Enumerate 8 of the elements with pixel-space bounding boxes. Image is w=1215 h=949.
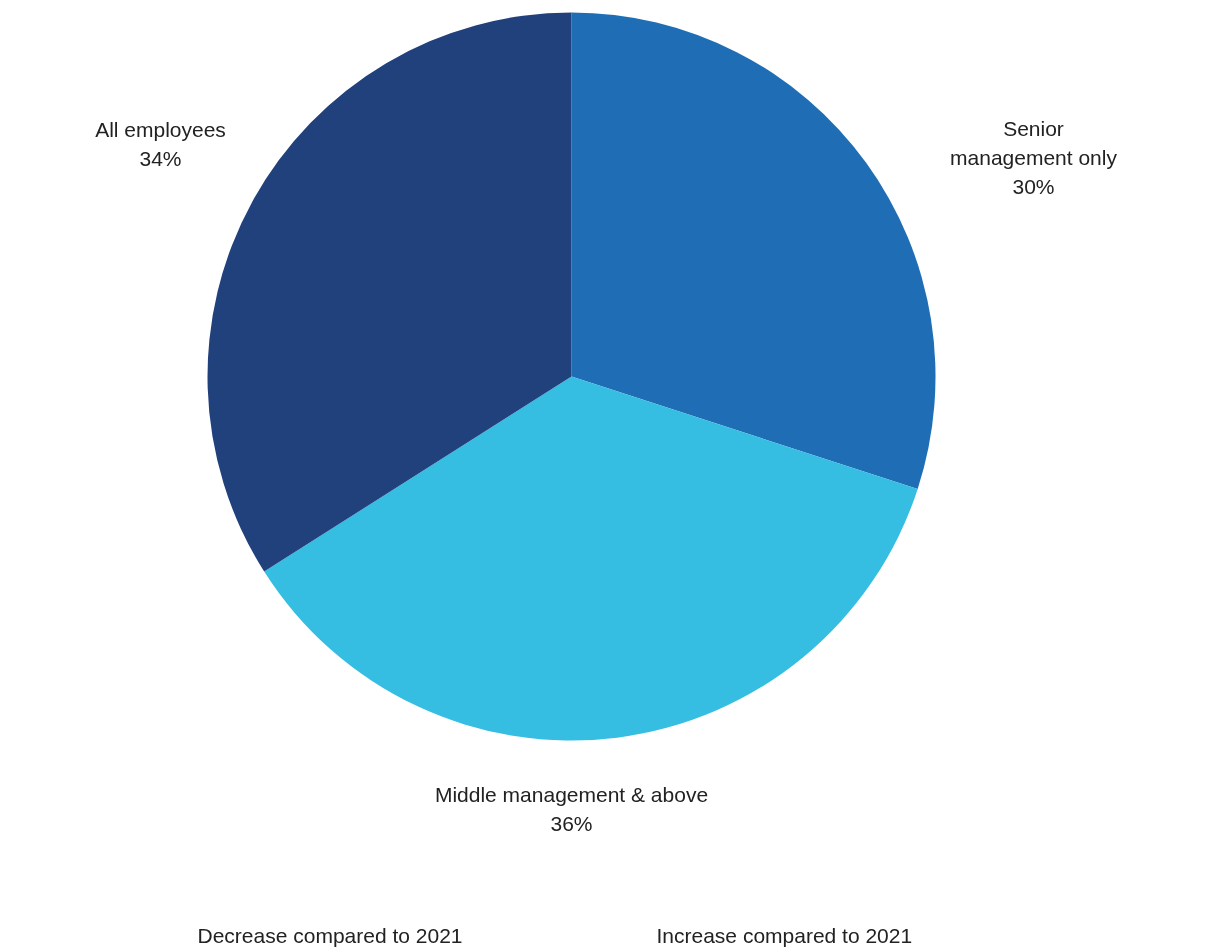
slice-label: All employees xyxy=(95,117,226,141)
data-label: 30% xyxy=(1012,175,1055,198)
data-label: 34% xyxy=(139,146,182,170)
slice-label: Middle management & above xyxy=(434,782,709,806)
slice-label: Senior management only xyxy=(950,117,1118,169)
text: Increase compared to 2021 xyxy=(656,924,913,947)
data-label: 36% xyxy=(550,811,593,835)
text: Decrease compared to 2021 xyxy=(197,924,463,947)
